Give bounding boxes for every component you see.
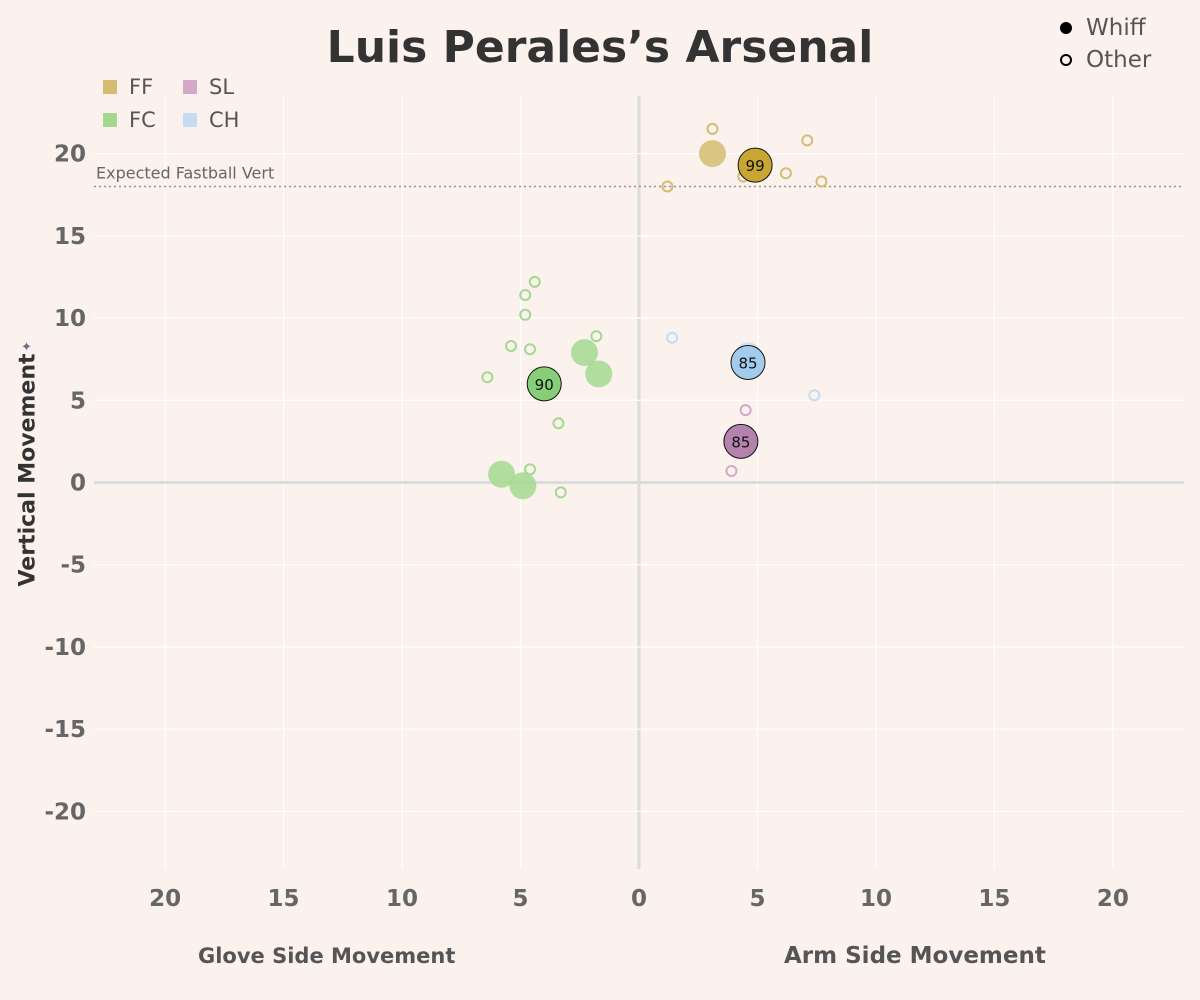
legend-label-fc: FC [129, 108, 156, 132]
x-tick-label: 20 [149, 886, 181, 912]
x-tick-label: 5 [513, 886, 529, 912]
legend-label-ff: FF [129, 75, 154, 99]
point-ff-other [815, 175, 828, 188]
average-fc-marker [526, 366, 562, 402]
axis-ticks: 20 15 10 5 0 5 10 15 20 -20 -15 -10 -5 0 5 10 15 20 [44, 142, 1128, 912]
legend-item-whiff: Whiff [1060, 12, 1151, 44]
point-fc-whiff [571, 339, 598, 367]
legend-label-ch: CH [209, 108, 240, 132]
point-ff-other [706, 122, 719, 135]
point-ch-other [808, 389, 821, 402]
point-fc-other [552, 417, 565, 430]
chart-title: Luis Perales’s Arsenal [326, 22, 874, 73]
hollow-dot-icon [1060, 54, 1072, 66]
legend-swatch-ff [103, 80, 117, 94]
point-fc-other [524, 343, 536, 356]
average-ch-velo-label: 85 [738, 354, 757, 372]
point-fc-other [505, 339, 518, 352]
legend-swatch-sl [183, 80, 197, 94]
x-tick-label: 15 [978, 886, 1010, 912]
pin-icon: ✦ [21, 340, 32, 355]
x-tick-label: 10 [860, 886, 892, 912]
point-ff-whiff [698, 140, 726, 168]
x-tick-label: 5 [749, 886, 765, 912]
data-points: 99 90 85 85 [481, 122, 828, 500]
point-fc-other [528, 275, 541, 288]
x-tick-label: 10 [386, 886, 418, 912]
point-sl-other [739, 404, 752, 417]
y-tick-label: 0 [70, 471, 86, 497]
legend-label-sl: SL [209, 75, 235, 99]
point-sl-other [725, 464, 738, 477]
filled-dot-icon [1060, 22, 1072, 34]
x-tick-label: 15 [268, 886, 300, 912]
pitch-type-legend: FF SL FC CH [103, 74, 263, 133]
average-ch-marker [730, 344, 766, 380]
outcome-legend: Whiff Other [1060, 12, 1151, 76]
point-fc-other [590, 330, 603, 343]
y-tick-label: 10 [54, 306, 86, 332]
legend-item-ff: FF [103, 74, 183, 100]
point-fc-other [481, 371, 494, 384]
point-fc-other [519, 308, 532, 321]
point-ch-other [666, 331, 679, 344]
legend-item-ch: CH [183, 107, 263, 133]
point-fc-other [519, 289, 532, 302]
point-fc-whiff [509, 472, 537, 500]
legend-label-other: Other [1086, 47, 1152, 73]
legend-swatch-fc [103, 113, 117, 127]
legend-label-whiff: Whiff [1086, 15, 1146, 41]
expected-fastball-vert-label: Expected Fastball Vert [96, 163, 274, 182]
y-tick-label: 20 [54, 142, 86, 168]
x-tick-label: 0 [631, 886, 647, 912]
legend-item-sl: SL [183, 74, 263, 100]
y-axis-label: Vertical Movement [15, 353, 41, 587]
y-tick-label: -20 [44, 799, 86, 825]
average-sl-marker [723, 423, 759, 459]
point-fc-whiff [585, 360, 613, 388]
y-tick-label: -10 [44, 635, 86, 661]
legend-item-fc: FC [103, 107, 183, 133]
x-axis-label-glove-side: Glove Side Movement [198, 944, 456, 968]
point-ff-other [779, 167, 792, 180]
average-fc-velo-label: 90 [535, 376, 554, 394]
legend-swatch-ch [183, 113, 197, 127]
grid-lines [94, 96, 1184, 869]
point-fc-other [554, 486, 567, 499]
x-tick-label: 20 [1097, 886, 1129, 912]
y-tick-label: -5 [60, 553, 86, 579]
point-ff-other [661, 180, 674, 193]
legend-item-other: Other [1060, 44, 1151, 76]
point-fc-whiff [488, 460, 516, 488]
y-tick-label: 15 [54, 224, 86, 250]
point-ff-other [801, 134, 814, 147]
average-ff-velo-label: 99 [746, 157, 765, 175]
y-tick-label: 5 [70, 388, 86, 414]
y-tick-label: -15 [44, 717, 86, 743]
x-axis-label-arm-side: Arm Side Movement [784, 943, 1046, 969]
average-sl-velo-label: 85 [731, 433, 750, 451]
average-ff-marker [737, 147, 773, 183]
